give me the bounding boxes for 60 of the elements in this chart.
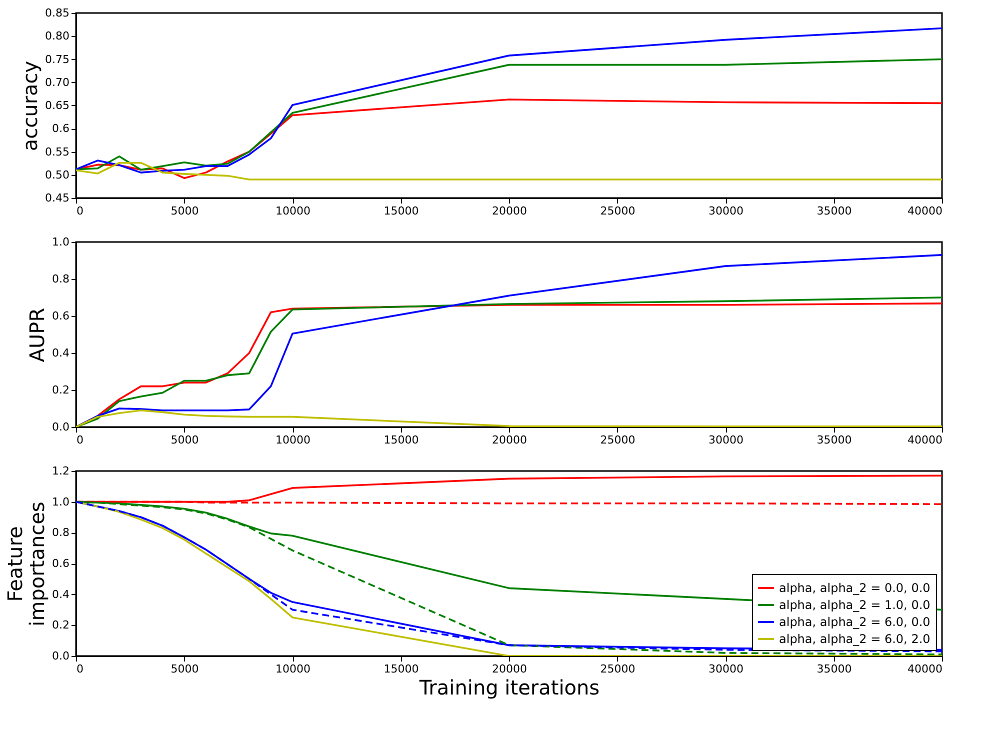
x-tick-label: 20000 xyxy=(492,204,527,218)
x-tick-label: 10000 xyxy=(276,204,310,218)
x-tick-label: 35000 xyxy=(816,662,852,676)
y-tick-label: 0.6 xyxy=(52,557,70,570)
y-tick-label: 0.80 xyxy=(45,30,70,43)
y-tick-label: 0.8 xyxy=(52,272,70,286)
x-tick-label: 0 xyxy=(76,434,84,446)
x-tick-label: 35000 xyxy=(816,204,852,218)
line-series xyxy=(76,162,942,180)
y-tick-label: 0.2 xyxy=(52,618,70,632)
legend-label: alpha, alpha_2 = 6.0, 2.0 xyxy=(779,632,930,646)
x-tick-label: 15000 xyxy=(384,434,419,446)
y-tick-label: 0.45 xyxy=(45,192,70,204)
y-tick-label: 1.0 xyxy=(52,236,70,248)
y-tick-label: 0.6 xyxy=(52,310,70,322)
y-tick-label: 0.75 xyxy=(45,52,70,66)
x-tick-label: 20000 xyxy=(492,662,527,676)
y-axis-title: Feature importances xyxy=(3,502,50,626)
x-tick-label: 30000 xyxy=(708,662,744,676)
x-tick-label: 35000 xyxy=(816,434,852,446)
y-tick-label: 0.70 xyxy=(45,76,70,89)
x-tick-label: 40000 xyxy=(908,662,942,676)
x-tick-label: 5000 xyxy=(170,204,199,218)
y-tick-label: 0.6 xyxy=(52,122,70,136)
y-tick-label: 0.4 xyxy=(52,346,70,360)
line-series xyxy=(76,27,942,174)
y-tick-label: 0.0 xyxy=(52,650,70,662)
x-tick-label: 40000 xyxy=(908,204,942,218)
x-tick-label: 30000 xyxy=(708,434,744,446)
legend-label: alpha, alpha_2 = 6.0, 0.0 xyxy=(779,615,930,629)
x-tick-label: 0 xyxy=(76,204,84,218)
y-axis-title: accuracy xyxy=(18,60,42,152)
y-tick-label: 0.0 xyxy=(52,420,70,434)
y-tick-label: 0.65 xyxy=(45,99,70,112)
y-tick-label: 0.2 xyxy=(52,384,70,396)
x-tick-label: 10000 xyxy=(276,662,310,676)
x-tick-label: 15000 xyxy=(384,204,419,218)
y-tick-label: 1.0 xyxy=(52,495,70,508)
x-tick-label: 0 xyxy=(76,662,84,676)
legend-label: alpha, alpha_2 = 0.0, 0.0 xyxy=(779,581,930,595)
x-tick-label: 25000 xyxy=(600,434,636,446)
y-tick-label: 0.85 xyxy=(45,6,70,20)
y-tick-label: 0.50 xyxy=(45,168,70,182)
y-tick-label: 0.8 xyxy=(52,526,70,540)
y-tick-label: 0.55 xyxy=(45,145,70,158)
x-tick-label: 5000 xyxy=(170,434,199,446)
x-tick-label: 15000 xyxy=(384,662,419,676)
y-tick-label: 0.4 xyxy=(52,588,70,601)
y-axis-title: AUPR xyxy=(25,308,50,362)
x-tick-label: 25000 xyxy=(600,662,636,676)
y-tick-label: 1.2 xyxy=(52,464,70,478)
x-tick-label: 5000 xyxy=(170,662,199,676)
legend-label: alpha, alpha_2 = 1.0, 0.0 xyxy=(779,598,930,612)
x-axis-title: Training iterations xyxy=(418,676,600,700)
x-tick-label: 30000 xyxy=(708,204,744,218)
x-tick-label: 20000 xyxy=(492,434,527,446)
x-tick-label: 40000 xyxy=(908,434,942,446)
line-series xyxy=(76,58,942,171)
x-tick-label: 10000 xyxy=(276,434,310,446)
x-tick-label: 25000 xyxy=(600,204,636,218)
